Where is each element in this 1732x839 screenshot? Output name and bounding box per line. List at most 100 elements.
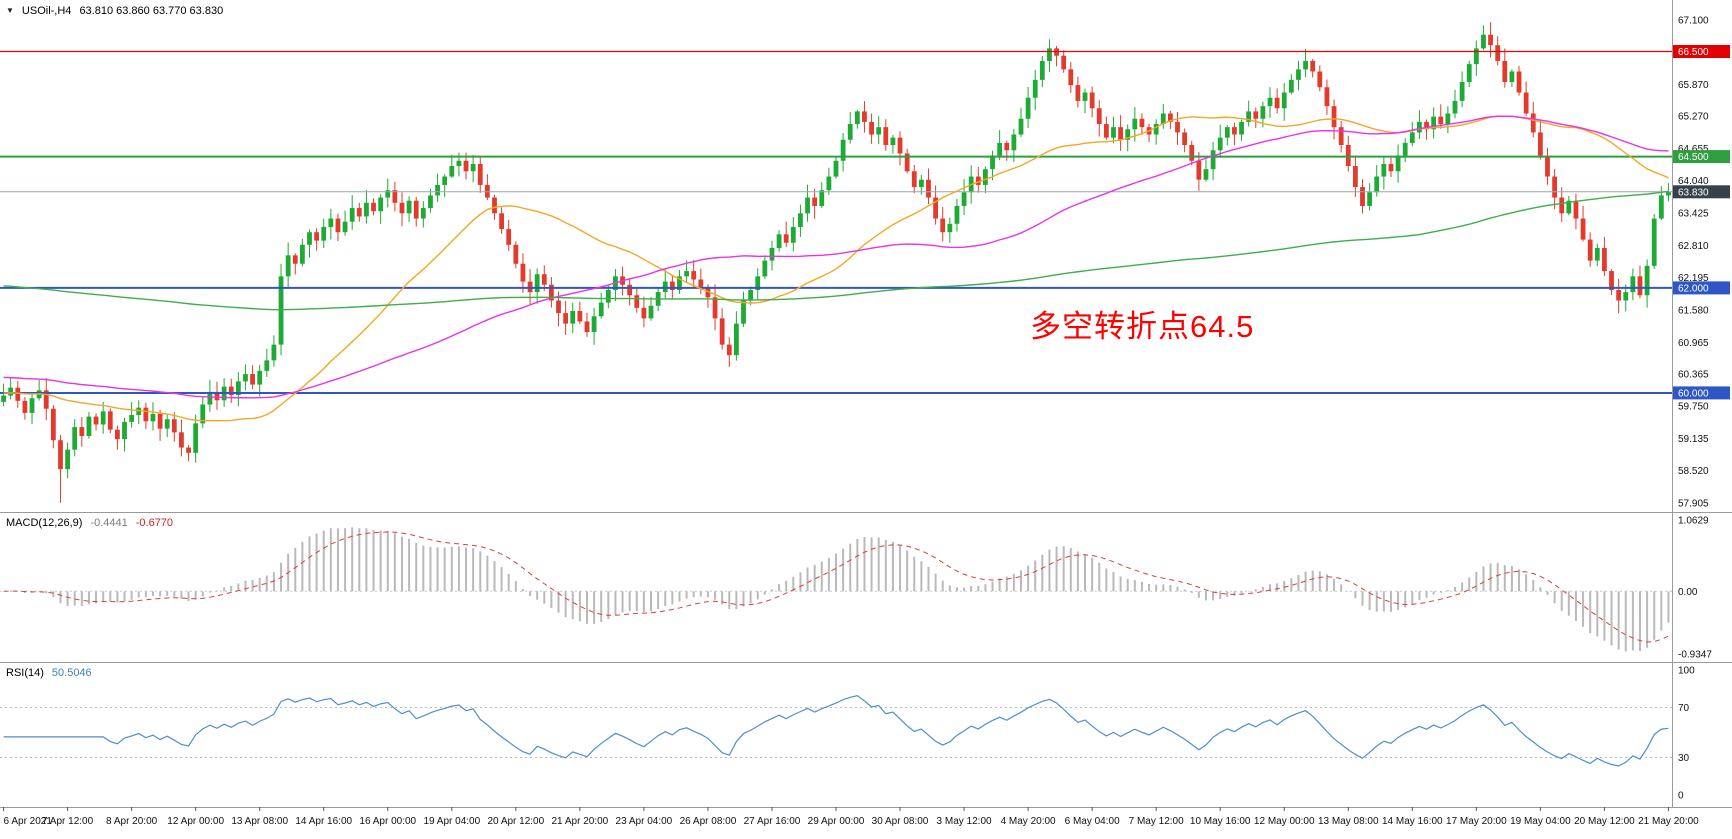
candle-body [1459,81,1465,101]
candle-body [684,271,689,277]
candle-body [349,208,355,222]
price-tick-label: 59.135 [1678,434,1709,445]
candle-body [1025,97,1031,119]
candle-body [470,163,476,172]
symbol-info: ▼ USOil-,H4 63.810 63.860 63.770 63.830 [6,5,223,17]
candle-body [1303,60,1308,70]
candle-body [591,316,597,333]
price-axis[interactable]: 67.100 65.870 65.270 64.655 64.040 63.425 62.8… [1672,0,1731,807]
time-label: 3 May 12:00 [937,816,992,827]
candle-body [598,302,604,317]
candle-body [1111,127,1116,138]
price-tick-label: 64.040 [1678,176,1709,187]
rsi-value: 50.5046 [51,667,92,679]
candle-body [278,276,284,345]
time-label: 14 Apr 16:00 [295,816,352,827]
price-tick-label: 65.270 [1678,112,1709,123]
candle-body [335,218,341,233]
candle-body [1481,34,1486,49]
candle-body [122,421,127,440]
candle-body [1409,132,1415,143]
candle-body [1196,160,1202,180]
candle-body [1324,87,1330,107]
candle-body [719,318,725,345]
candle-body [1189,145,1195,161]
candle-body [1594,247,1600,261]
time-label: 12 Apr 00:00 [167,816,224,827]
ma-line-medium [3,115,1669,399]
candle-body [1139,118,1145,128]
candle-body [1530,113,1536,133]
candle-body [997,142,1003,156]
candle-body [399,202,405,214]
candle-body [115,429,120,440]
candle-body [1039,60,1045,80]
candle-body [1203,169,1209,180]
candle-body [43,390,49,409]
candle-body [1666,191,1671,196]
candle-body [1559,197,1565,214]
candle-body [1637,276,1643,296]
candle-body [876,127,882,135]
candle-body [157,413,163,429]
support-line-price-badge [1673,281,1730,295]
candle-body [107,411,113,430]
candle-body [150,413,156,422]
ohlc-values: 63.810 63.860 63.770 63.830 [79,5,224,17]
candle-body [22,400,28,413]
time-label: 7 Apr 12:00 [42,816,94,827]
candle-body [307,232,312,245]
candle-body [769,247,775,261]
candle-body [677,276,682,290]
candle-body [143,407,149,422]
time-label: 6 Apr 2021 [4,816,53,827]
candle-body [605,290,611,303]
candle-body [442,176,448,185]
candle-body [1239,121,1244,135]
candle-body [1623,292,1629,301]
candle-body [1047,48,1052,61]
candle-body [499,213,504,230]
candle-body [584,321,590,333]
candle-body [428,195,433,209]
candle-body [1630,276,1636,293]
candle-body [641,307,647,319]
ma-line-slow [3,190,1669,311]
candle-body [1473,48,1479,65]
candle-body [911,171,917,188]
candle-body [669,281,675,290]
time-label: 4 May 20:00 [1001,816,1056,827]
candle-body [556,300,561,314]
candle-body [1075,85,1081,101]
candle-body [484,184,490,198]
candle-body [292,255,298,264]
candle-body [1580,218,1586,240]
price-tick-label: 61.580 [1678,305,1709,316]
candle-body [847,124,853,140]
candle-body [200,404,206,424]
rsi-line [3,694,1669,767]
candle-body [762,260,768,277]
macd-tick-label: 1.0629 [1678,516,1709,527]
candle-body [93,416,99,425]
price-tick-label: 60.965 [1678,338,1709,349]
candle-body [321,226,327,241]
candle-body [1310,60,1316,72]
candle-body [1545,155,1550,177]
macd-tick-label: -0.9347 [1678,650,1712,661]
candle-body [883,127,889,146]
symbol-period: USOil-,H4 [21,5,72,17]
candle-body [691,271,697,280]
candle-body [1288,79,1294,93]
time-label: 14 May 16:00 [1382,816,1443,827]
collapse-triangle-icon[interactable]: ▼ [6,6,14,15]
time-label: 16 Apr 00:00 [359,816,416,827]
price-tick-label: 63.425 [1678,209,1709,220]
candle-body [1367,192,1373,206]
candle-body [1011,134,1017,151]
candle-body [904,153,910,172]
macd-signal-line [3,531,1669,643]
